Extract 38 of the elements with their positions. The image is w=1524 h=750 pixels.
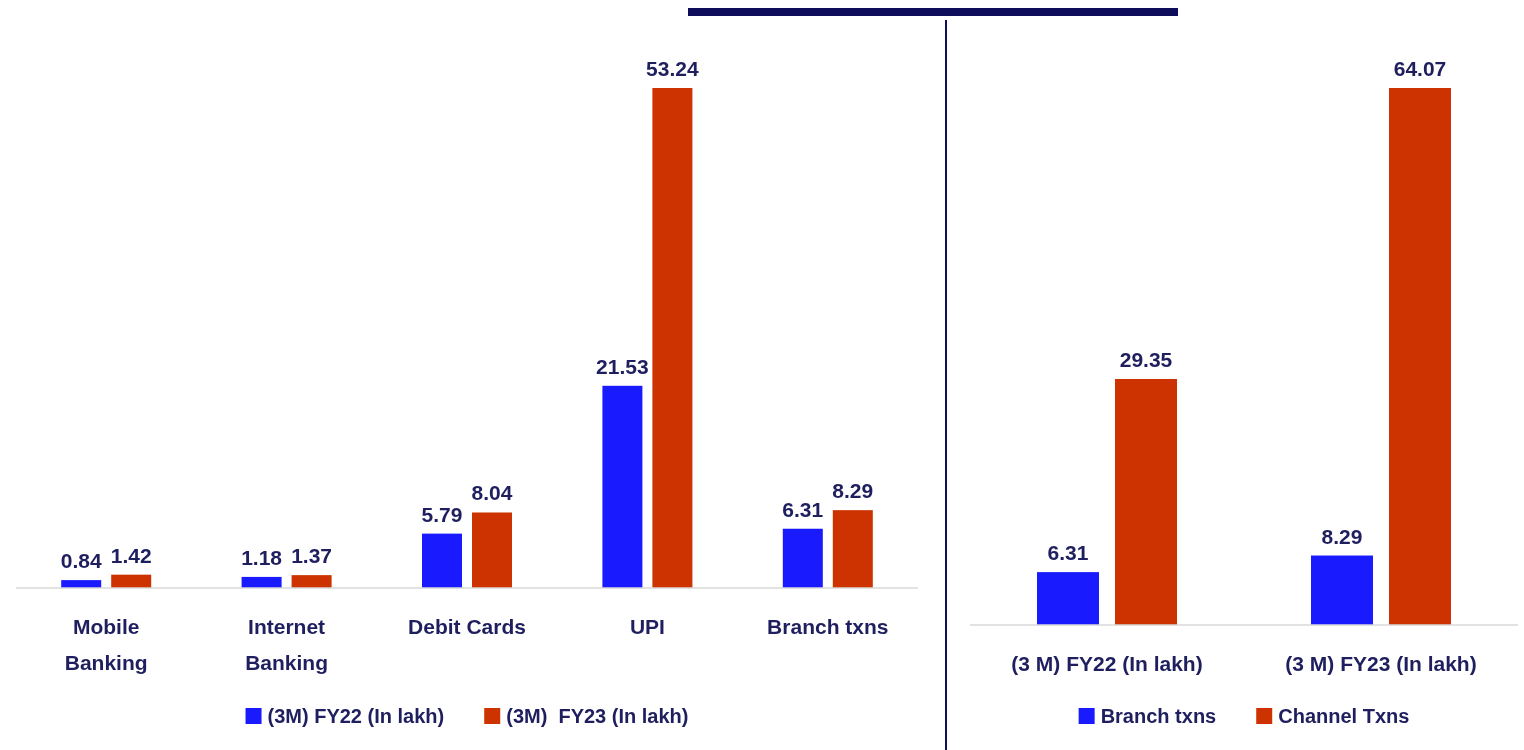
data-label: 8.29 xyxy=(1321,524,1363,548)
data-label: 53.24 xyxy=(646,57,699,80)
data-label: 21.53 xyxy=(596,354,649,378)
legend-label: (3M) FY23 (In lakh) xyxy=(506,705,689,727)
data-label: 1.42 xyxy=(110,543,152,567)
data-label: 5.79 xyxy=(421,502,463,526)
x-tick-label: UPI xyxy=(629,615,665,638)
x-tick-label: Mobile Banking xyxy=(64,615,148,674)
bar xyxy=(111,574,152,588)
data-label: 8.04 xyxy=(471,481,513,505)
data-label: 6.31 xyxy=(782,497,824,521)
legend-label: Branch txns xyxy=(1100,705,1217,727)
bar xyxy=(1389,88,1451,625)
data-label: 64.07 xyxy=(1393,57,1447,80)
bar xyxy=(832,510,873,588)
bar xyxy=(782,528,823,588)
x-tick-label: (3 M) FY23 (In lakh) xyxy=(1285,652,1477,675)
bar xyxy=(291,575,332,588)
x-tick-label: Branch txns xyxy=(767,615,889,638)
bar xyxy=(652,88,693,588)
bar xyxy=(602,385,643,588)
x-tick-label: Debit Cards xyxy=(408,615,526,638)
bar xyxy=(472,512,512,588)
bar xyxy=(1037,572,1099,625)
data-label: 8.29 xyxy=(832,479,874,503)
data-label: 1.18 xyxy=(241,545,283,569)
bar xyxy=(422,533,462,588)
bar xyxy=(1115,379,1177,625)
data-label: 29.35 xyxy=(1119,348,1173,371)
data-label: 0.84 xyxy=(60,549,102,573)
data-label: 1.37 xyxy=(291,544,333,568)
bar xyxy=(241,576,282,588)
legend-label: (3M) FY22 (In lakh) xyxy=(267,705,445,727)
legend-label: Channel Txns xyxy=(1278,705,1410,727)
x-tick-label: Internet Banking xyxy=(245,615,329,674)
data-label: 6.31 xyxy=(1047,541,1089,565)
x-tick-label: (3 M) FY22 (In lakh) xyxy=(1011,652,1203,675)
bar xyxy=(1311,555,1373,625)
